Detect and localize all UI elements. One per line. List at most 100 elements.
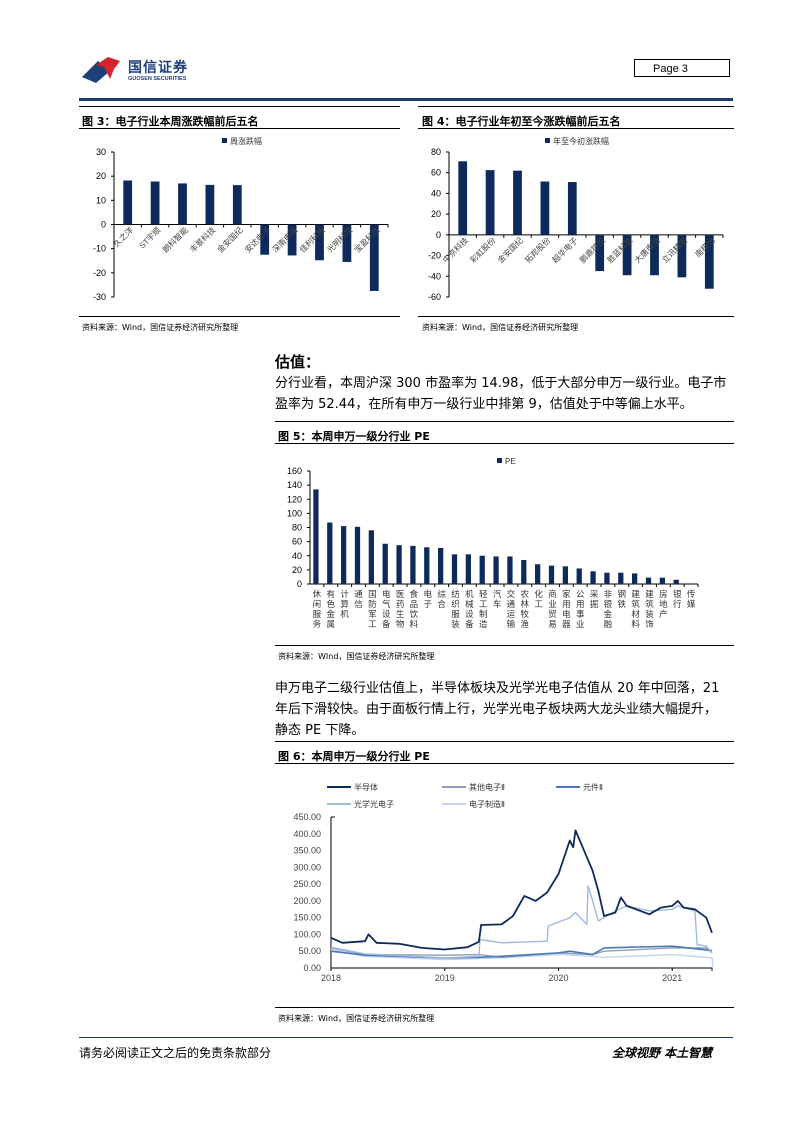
- y-tick-label: 100: [287, 508, 302, 518]
- legend-label: 其他电子Ⅱ: [469, 782, 505, 792]
- svg-text:色: 色: [327, 599, 336, 609]
- bar: [576, 568, 582, 584]
- category-label: 采掘: [590, 589, 599, 609]
- bar: [369, 224, 379, 291]
- x-tick-label: 2020: [548, 973, 568, 983]
- fig6-bottom-rule: [275, 1007, 734, 1008]
- y-tick-label: -20: [93, 268, 106, 278]
- bar: [535, 564, 541, 584]
- svg-text:军: 军: [368, 609, 377, 619]
- y-tick-label: 450.00: [293, 812, 321, 822]
- fig4-title: 图 4：电子行业年初至今涨跌幅前后五名: [422, 115, 621, 128]
- svg-text:电: 电: [424, 589, 433, 599]
- y-tick-label: 100.00: [293, 929, 321, 939]
- svg-text:气: 气: [382, 599, 391, 609]
- y-tick-label: 60: [292, 537, 302, 547]
- svg-text:输: 输: [507, 619, 516, 629]
- svg-text:信: 信: [354, 599, 363, 609]
- fig5-source: 资料来源：WInd，国信证券经济研究所整理: [278, 652, 435, 661]
- svg-text:械: 械: [465, 599, 474, 609]
- fig3-top-rule: [79, 106, 400, 107]
- logo-text-cn: 国信证券: [128, 60, 188, 76]
- fig3-title-rule: [79, 128, 400, 129]
- svg-text:金: 金: [327, 609, 336, 619]
- svg-text:牧: 牧: [521, 609, 530, 619]
- svg-text:非: 非: [604, 589, 613, 599]
- category-label: ST宇顺: [137, 225, 163, 251]
- fig6-source: 资料来源：Wind，国信证券经济研究所整理: [278, 1014, 435, 1023]
- bar: [513, 170, 522, 235]
- svg-text:合: 合: [437, 599, 446, 609]
- svg-text:筑: 筑: [631, 599, 640, 609]
- svg-text:饮: 饮: [410, 609, 419, 619]
- svg-text:业: 业: [576, 619, 585, 629]
- svg-text:媒: 媒: [687, 599, 696, 609]
- y-tick-label: 80: [292, 523, 302, 533]
- category-label: 电子: [424, 589, 433, 609]
- svg-text:采: 采: [590, 589, 599, 599]
- bar: [562, 566, 568, 584]
- svg-text:料: 料: [631, 619, 640, 629]
- y-tick-label: 40: [431, 188, 441, 198]
- category-label: 彩虹股份: [468, 235, 498, 265]
- category-label: 化工: [534, 589, 543, 609]
- category-label: 超华电子: [550, 235, 580, 265]
- fig5-top-rule: [275, 421, 734, 422]
- bar: [313, 489, 319, 584]
- category-label: 丰景科技: [188, 225, 218, 255]
- legend-swatch: [497, 458, 502, 463]
- svg-text:饰: 饰: [645, 619, 654, 629]
- logo-text-en: GUOSEN SECURITIES: [128, 76, 187, 82]
- bar: [438, 547, 444, 584]
- y-tick-label: 400.00: [293, 829, 321, 839]
- fig4-bar-chart: 年至今初涨跌幅 80 60 40 20 0 -20 -40 -60 中京科技彩虹股份金安国纪拓邦股…: [428, 136, 724, 300]
- bar: [424, 547, 430, 584]
- svg-text:国: 国: [368, 589, 377, 599]
- svg-text:易: 易: [548, 619, 557, 629]
- svg-text:机: 机: [465, 589, 474, 599]
- bar: [673, 579, 679, 584]
- para2-line1: 申万电子二级行业估值上，半导体板块及光学光电子估值从 20 年中回落，21: [275, 681, 720, 696]
- bar: [548, 565, 555, 584]
- bar: [595, 234, 605, 272]
- svg-text:药: 药: [396, 599, 405, 609]
- fig3-bottom-rule: [79, 316, 400, 317]
- svg-text:房: 房: [659, 589, 668, 599]
- svg-text:通: 通: [507, 599, 516, 609]
- y-tick-label: -40: [428, 271, 441, 281]
- category-label: 汽车: [493, 589, 502, 609]
- legend-label: PE: [505, 457, 516, 466]
- fig4-top-rule: [418, 106, 734, 107]
- y-tick-label: 350.00: [293, 846, 321, 856]
- svg-text:建: 建: [645, 589, 654, 599]
- y-tick-label: -10: [93, 244, 106, 254]
- bar: [354, 526, 361, 584]
- x-tick-label: 2019: [435, 973, 455, 983]
- bar: [458, 161, 468, 235]
- svg-text:装: 装: [451, 619, 460, 629]
- svg-text:机: 机: [340, 609, 349, 619]
- y-tick-label: 0: [101, 220, 106, 230]
- svg-text:电: 电: [382, 589, 391, 599]
- bar: [123, 180, 133, 225]
- category-label: 久之洋: [111, 225, 135, 249]
- fig4-source: 资料来源：Wind，国信证券经济研究所整理: [422, 323, 579, 332]
- y-tick-label: 150.00: [293, 913, 321, 923]
- legend-label: 光学光电子: [354, 799, 394, 809]
- para2-line2: 年后下滑较快。由于面板行情上行，光学光电子板块两大龙头业绩大幅提升，: [275, 702, 718, 717]
- svg-text:算: 算: [340, 599, 349, 609]
- bar: [650, 234, 659, 276]
- bar: [618, 572, 624, 584]
- svg-text:金: 金: [604, 609, 613, 619]
- category-label: 房地产: [659, 589, 668, 619]
- y-tick-label: 30: [96, 147, 106, 157]
- category-label: 钢铁: [618, 589, 627, 609]
- svg-text:轻: 轻: [479, 589, 488, 599]
- svg-text:行: 行: [673, 599, 682, 609]
- y-tick-label: 160: [287, 466, 302, 476]
- svg-text:交: 交: [507, 589, 516, 599]
